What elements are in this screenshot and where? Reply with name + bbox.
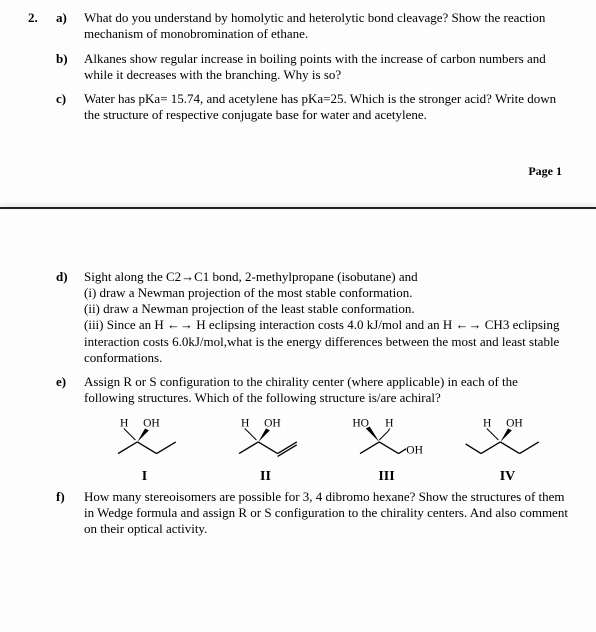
part-text-f: How many stereoisomers are possible for … — [84, 489, 568, 538]
structure-II-svg: H OH — [216, 415, 316, 467]
svg-text:HO: HO — [352, 417, 369, 429]
structure-IV-svg: H OH — [458, 415, 558, 467]
question-2a: 2. a) What do you understand by homolyti… — [28, 10, 568, 43]
question-2f: f) How many stereoisomers are possible f… — [28, 489, 568, 538]
structure-IV: H OH IV — [453, 415, 563, 485]
part-label-d: d) — [56, 269, 84, 367]
structures-row: H OH I H OH — [84, 415, 568, 485]
d-intro: Sight along the C2→C1 bond, 2-methylprop… — [84, 269, 568, 285]
part-label-e: e) — [56, 374, 84, 407]
structure-III-svg: HO H OH — [337, 415, 437, 467]
part-text-d: Sight along the C2→C1 bond, 2-methylprop… — [84, 269, 568, 367]
svg-text:OH: OH — [506, 417, 523, 429]
structure-I-label: I — [142, 469, 147, 485]
part-text-a: What do you understand by homolytic and … — [84, 10, 568, 43]
part-text-b: Alkanes show regular increase in boiling… — [84, 51, 568, 84]
question-2b: b) Alkanes show regular increase in boil… — [28, 51, 568, 84]
structure-II: H OH II — [211, 415, 321, 485]
structure-III: HO H OH III — [332, 415, 442, 485]
structure-IV-label: IV — [500, 469, 516, 485]
d-iii: (iii) Since an H ←→ H eclipsing interact… — [84, 317, 568, 366]
structure-I-svg: H OH — [95, 415, 195, 467]
d-ii: (ii) draw a Newman projection of the lea… — [84, 301, 568, 317]
page-2: d) Sight along the C2→C1 bond, 2-methylp… — [0, 269, 596, 556]
part-label-f: f) — [56, 489, 84, 538]
part-text-e: Assign R or S configuration to the chira… — [84, 374, 568, 407]
page-break — [0, 207, 596, 209]
question-number: 2. — [28, 10, 56, 43]
part-text-c: Water has pKa= 15.74, and acetylene has … — [84, 91, 568, 124]
page-number: Page 1 — [28, 164, 568, 179]
structure-III-label: III — [378, 469, 394, 485]
svg-text:H: H — [482, 417, 490, 429]
part-label-a: a) — [56, 10, 84, 43]
svg-text:OH: OH — [143, 417, 160, 429]
part-label-b: b) — [56, 51, 84, 84]
question-2d: d) Sight along the C2→C1 bond, 2-methylp… — [28, 269, 568, 367]
d-i: (i) draw a Newman projection of the most… — [84, 285, 568, 301]
structure-I: H OH I — [90, 415, 200, 485]
svg-text:H: H — [119, 417, 127, 429]
page-1: 2. a) What do you understand by homolyti… — [0, 0, 596, 179]
svg-text:OH: OH — [264, 417, 281, 429]
structure-II-label: II — [260, 469, 271, 485]
part-label-c: c) — [56, 91, 84, 124]
question-2e: e) Assign R or S configuration to the ch… — [28, 374, 568, 407]
svg-text:H: H — [240, 417, 248, 429]
svg-text:OH: OH — [406, 444, 423, 456]
question-2c: c) Water has pKa= 15.74, and acetylene h… — [28, 91, 568, 124]
svg-text:H: H — [385, 417, 393, 429]
